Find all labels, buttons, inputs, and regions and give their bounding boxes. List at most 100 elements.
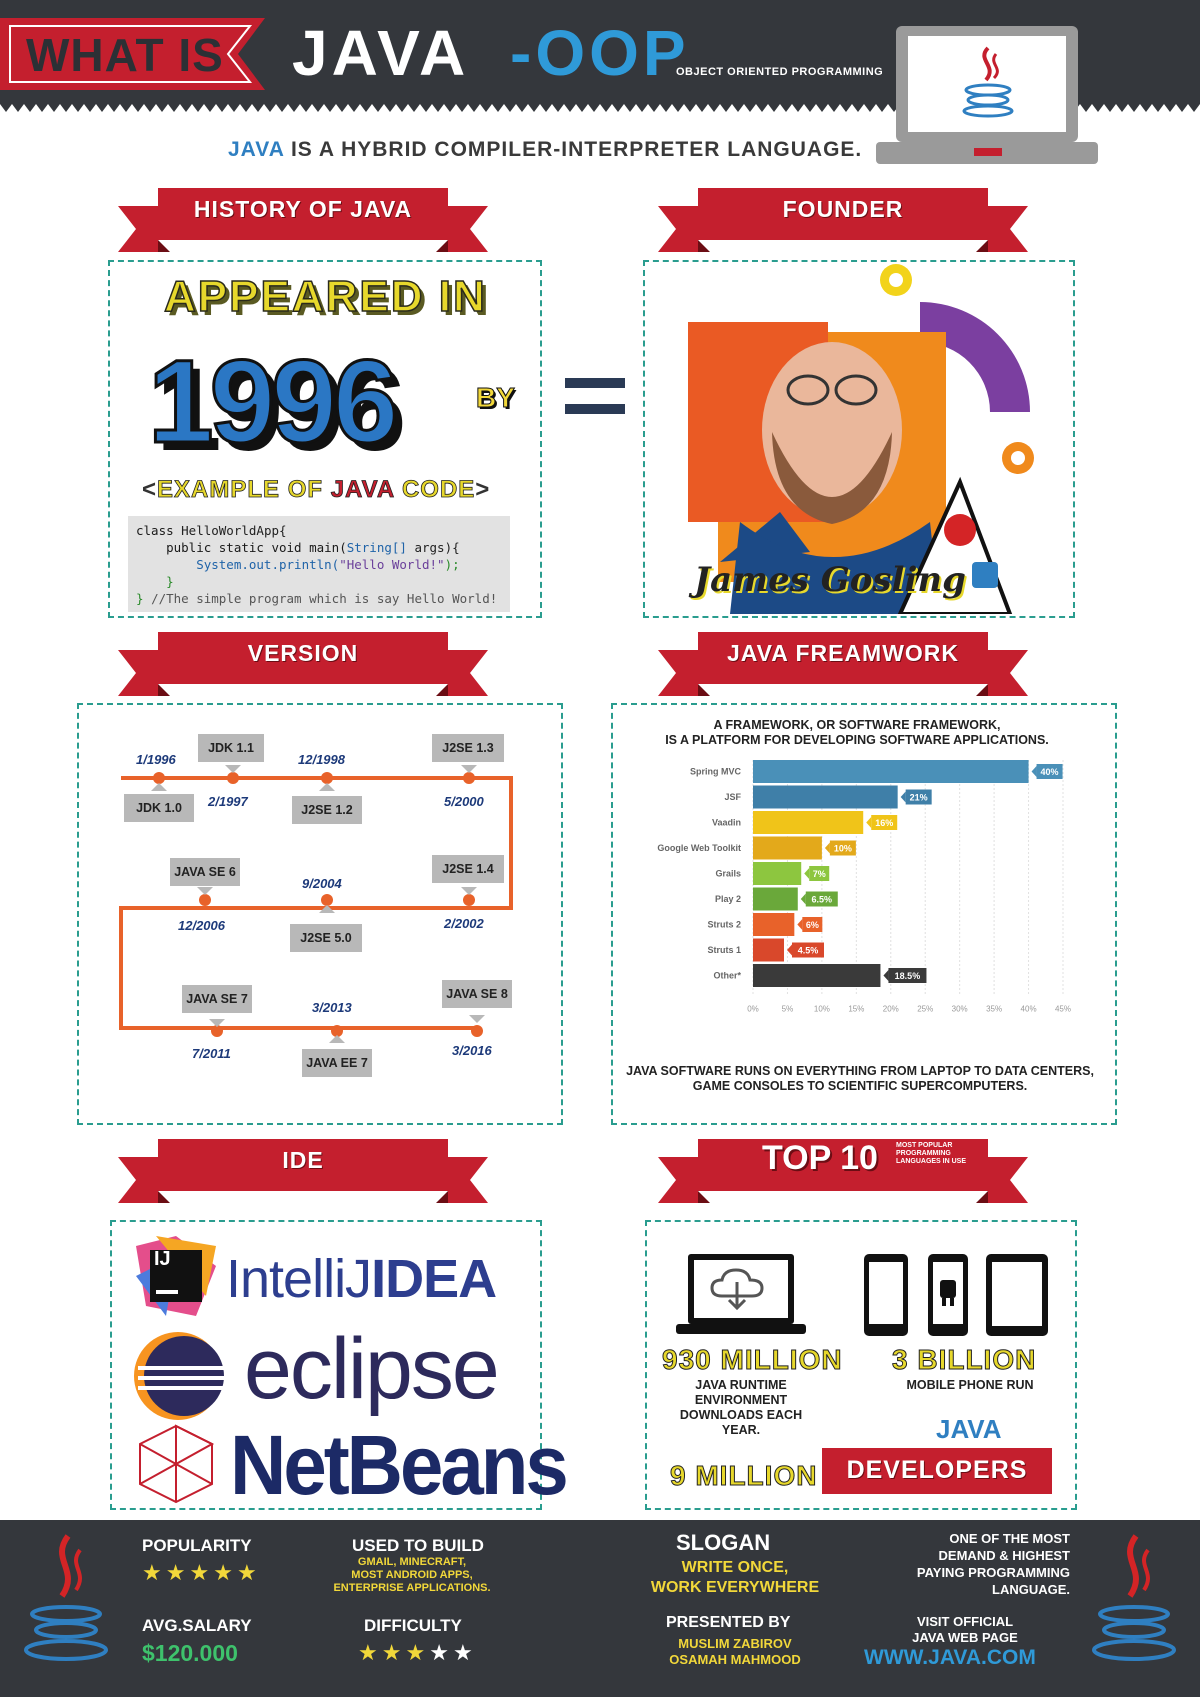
appeared-in-text: APPEARED IN xyxy=(163,271,487,322)
chart-category-label: Struts 2 xyxy=(707,920,741,930)
framework-ribbon-label: JAVA FREAMWORK xyxy=(726,640,960,666)
oop-title: -OOP xyxy=(510,17,690,89)
history-ribbon xyxy=(118,188,488,252)
chart-x-tick-label: 10% xyxy=(814,1005,830,1014)
used-to-build-list: GMAIL, MINECRAFT, MOST ANDROID APPS, ENTER… xyxy=(333,1556,491,1594)
chart-value-label-bg xyxy=(829,840,856,856)
version-date: 9/2004 xyxy=(302,876,342,891)
chart-value-label-bg xyxy=(888,968,927,983)
java-title: JAVA xyxy=(292,17,470,89)
version-date: 3/2013 xyxy=(312,1000,352,1015)
chart-value-label-pointer xyxy=(804,868,810,879)
chart-category-label: Grails xyxy=(715,869,741,879)
chart-category-label: Google Web Toolkit xyxy=(657,843,741,853)
netbeans-logo-icon xyxy=(139,1424,215,1504)
chart-value-label-pointer xyxy=(883,970,889,981)
difficulty-rating: ★ ★ ★ ★ ★ xyxy=(358,1642,477,1665)
visit-text: VISIT OFFICIAL JAVA WEB PAGE xyxy=(912,1614,1018,1645)
version-timeline xyxy=(119,765,513,1043)
founder-portrait xyxy=(688,264,1034,614)
chart-value-label-pointer xyxy=(797,919,803,930)
stat-mobile-value: 3 BILLION xyxy=(891,1344,1037,1376)
chart-value-label-bg xyxy=(802,917,823,932)
version-date: 7/2011 xyxy=(192,1046,231,1061)
founder-box xyxy=(643,260,1075,618)
intellij-name: IntelliJIDEA xyxy=(226,1249,497,1309)
ide-ribbon xyxy=(118,1139,488,1203)
stat-mobile-java: JAVA xyxy=(936,1414,1002,1444)
version-name: J2SE 1.2 xyxy=(292,796,362,824)
laptop-java-icon xyxy=(876,26,1098,164)
difficulty-star-icon: ★ xyxy=(452,1640,473,1665)
equals-sign-top xyxy=(565,378,625,388)
version-name: J2SE 1.3 xyxy=(432,734,504,762)
demand-text: ONE OF THE MOST DEMAND & HIGHEST PAYING PR… xyxy=(916,1531,1070,1597)
framework-footnote: JAVA SOFTWARE RUNS ON EVERYTHING FROM LA… xyxy=(626,1064,1094,1093)
java-logo-left-icon xyxy=(24,1534,108,1661)
what-is-text: WHAT IS xyxy=(26,29,224,81)
top10-ribbon-label: TOP 10 xyxy=(762,1139,878,1177)
chart-category-label: Spring MVC xyxy=(690,767,741,777)
stat-mobile-text: MOBILE PHONE RUN xyxy=(906,1378,1034,1392)
chart-bar xyxy=(753,887,798,911)
chart-value-label: 7% xyxy=(813,869,826,879)
chart-value-label: 18.5% xyxy=(895,971,921,981)
chart-value-label-bg xyxy=(805,891,838,907)
founder-ribbon xyxy=(658,188,1028,252)
version-name: JAVA SE 7 xyxy=(182,985,252,1013)
chart-value-label: 16% xyxy=(875,818,893,828)
stat-downloads-value: 930 MILLION xyxy=(662,1344,843,1376)
chart-x-tick-label: 45% xyxy=(1055,1005,1071,1014)
chart-value-label-pointer xyxy=(787,944,792,956)
chart-x-tick-label: 20% xyxy=(883,1005,899,1014)
chart-category-label: JSF xyxy=(724,792,741,802)
version-date: 2/1997 xyxy=(208,794,248,809)
founder-name: James Gosling xyxy=(694,560,966,600)
chart-bar xyxy=(753,913,795,936)
version-name: JAVA SE 6 xyxy=(170,858,240,886)
version-name: JAVA EE 7 xyxy=(302,1049,372,1077)
framework-title: A FRAMEWORK, OR SOFTWARE FRAMEWORK, IS A … xyxy=(665,718,1049,747)
popularity-star-icon: ★ xyxy=(213,1560,233,1585)
popularity-star-icon: ★ xyxy=(142,1560,162,1585)
chart-bar xyxy=(753,862,802,885)
version-date: 12/2006 xyxy=(178,918,225,933)
version-name: J2SE 1.4 xyxy=(432,855,504,883)
java-logo-right-icon xyxy=(1092,1534,1176,1661)
popularity-label: POPULARITY xyxy=(142,1536,252,1555)
what-is-banner xyxy=(0,18,265,90)
java-url-link[interactable]: WWW.JAVA.COM xyxy=(864,1646,1036,1669)
chart-x-tick-label: 25% xyxy=(917,1005,933,1014)
difficulty-star-icon: ★ xyxy=(381,1640,402,1665)
difficulty-star-icon: ★ xyxy=(358,1640,378,1665)
version-ribbon xyxy=(118,632,488,696)
chart-bar xyxy=(753,938,784,962)
ide-box xyxy=(110,1220,542,1510)
chart-x-tick-label: 0% xyxy=(747,1005,759,1014)
version-ribbon-label: VERSION xyxy=(247,640,359,666)
chart-bar xyxy=(753,811,864,834)
chart-x-tick-label: 40% xyxy=(1021,1005,1037,1014)
salary-label: AVG.SALARY xyxy=(142,1616,252,1635)
difficulty-star-icon: ★ xyxy=(429,1640,449,1665)
chart-category-label: Struts 1 xyxy=(707,945,741,955)
chart-bar xyxy=(753,964,881,987)
chart-x-tick-label: 5% xyxy=(782,1005,794,1014)
chart-value-label: 10% xyxy=(834,844,852,854)
popularity-star-icon: ★ xyxy=(189,1560,210,1585)
top10-ribbon xyxy=(658,1139,1028,1203)
founder-ribbon-label: FOUNDER xyxy=(782,196,904,222)
version-name: J2SE 5.0 xyxy=(290,924,362,952)
framework-box xyxy=(611,703,1117,1125)
chart-value-label-pointer xyxy=(824,842,830,854)
slogan-label: SLOGAN xyxy=(676,1530,771,1555)
intellij-logo-text: IJ xyxy=(154,1248,171,1270)
chart-value-label-bg xyxy=(905,789,932,805)
footer-bar xyxy=(0,1520,1200,1697)
slogan-text: WRITE ONCE, WORK EVERYWHERE xyxy=(650,1559,820,1596)
chart-value-label: 6% xyxy=(806,920,819,930)
version-name: JDK 1.0 xyxy=(124,794,194,822)
version-box xyxy=(77,703,563,1125)
authors: MUSLIM ZABIROV OSAMAH MAHMOOD xyxy=(669,1636,801,1667)
tagline-rest: IS A HYBRID COMPILER-INTERPRETER LANGUAG… xyxy=(284,138,863,161)
